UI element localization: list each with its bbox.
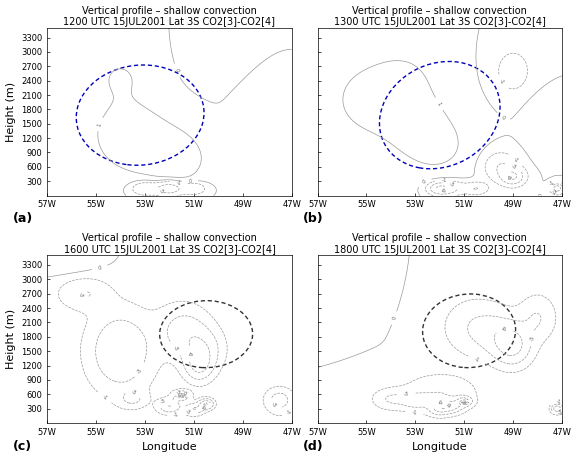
Text: 0: 0 xyxy=(98,265,102,271)
Text: -3: -3 xyxy=(131,389,138,396)
Text: 0: 0 xyxy=(500,114,506,121)
Text: (a): (a) xyxy=(13,213,33,225)
Text: 1: 1 xyxy=(436,101,442,107)
X-axis label: Longitude: Longitude xyxy=(142,442,197,453)
Text: -3: -3 xyxy=(448,181,456,188)
Text: 0: 0 xyxy=(174,68,180,73)
Title: Vertical profile – shallow convection
1600 UTC 15JUL2001 Lat 3S CO2[3]-CO2[4]: Vertical profile – shallow convection 16… xyxy=(63,233,275,255)
Text: -3: -3 xyxy=(529,335,535,341)
Text: -1: -1 xyxy=(441,178,447,183)
X-axis label: Longitude: Longitude xyxy=(412,442,467,453)
Text: -3: -3 xyxy=(511,164,518,170)
Text: -1: -1 xyxy=(101,393,108,401)
Y-axis label: Height (m): Height (m) xyxy=(6,82,16,142)
Text: -3: -3 xyxy=(557,409,564,416)
Text: -3: -3 xyxy=(175,390,182,396)
Text: -1: -1 xyxy=(473,356,480,363)
Text: -3: -3 xyxy=(403,392,410,397)
Text: 0: 0 xyxy=(391,316,397,321)
Text: 0: 0 xyxy=(181,391,187,397)
Text: 0: 0 xyxy=(421,179,427,185)
Text: -1: -1 xyxy=(173,412,179,418)
Text: -6: -6 xyxy=(202,405,208,411)
Text: -3: -3 xyxy=(77,291,83,297)
Text: -1: -1 xyxy=(286,408,294,415)
Text: (b): (b) xyxy=(303,213,324,225)
Title: Vertical profile – shallow convection
1800 UTC 15JUL2001 Lat 3S CO2[3]-CO2[4]: Vertical profile – shallow convection 18… xyxy=(334,233,546,255)
Title: Vertical profile – shallow convection
1300 UTC 15JUL2001 Lat 3S CO2[3]-CO2[4]: Vertical profile – shallow convection 13… xyxy=(334,5,546,27)
Text: -3: -3 xyxy=(550,189,557,196)
Text: (d): (d) xyxy=(303,440,324,453)
Text: -1: -1 xyxy=(411,410,417,416)
Text: -1: -1 xyxy=(549,180,556,187)
Text: -3: -3 xyxy=(159,188,166,195)
Text: -1: -1 xyxy=(499,78,505,86)
Text: -3: -3 xyxy=(270,402,278,409)
Y-axis label: Height (m): Height (m) xyxy=(6,309,16,369)
Text: -3: -3 xyxy=(185,409,192,416)
Text: -9: -9 xyxy=(445,403,452,409)
Title: Vertical profile – shallow convection
1200 UTC 15JUL2001 Lat 3S CO2[3]-CO2[4]: Vertical profile – shallow convection 12… xyxy=(63,5,275,27)
Text: -3: -3 xyxy=(171,344,179,352)
Text: (c): (c) xyxy=(13,440,32,453)
Text: 1: 1 xyxy=(97,122,103,127)
Text: -1: -1 xyxy=(175,180,182,186)
Text: -6: -6 xyxy=(187,351,192,356)
Text: -6: -6 xyxy=(501,327,508,333)
Text: -6: -6 xyxy=(437,400,444,406)
Text: -6: -6 xyxy=(441,188,447,194)
Text: -1: -1 xyxy=(556,399,562,405)
Text: -3: -3 xyxy=(160,398,167,405)
Text: 0: 0 xyxy=(188,179,192,184)
Text: -3: -3 xyxy=(137,367,144,374)
Text: -6: -6 xyxy=(504,174,511,181)
Text: -1: -1 xyxy=(512,156,520,164)
